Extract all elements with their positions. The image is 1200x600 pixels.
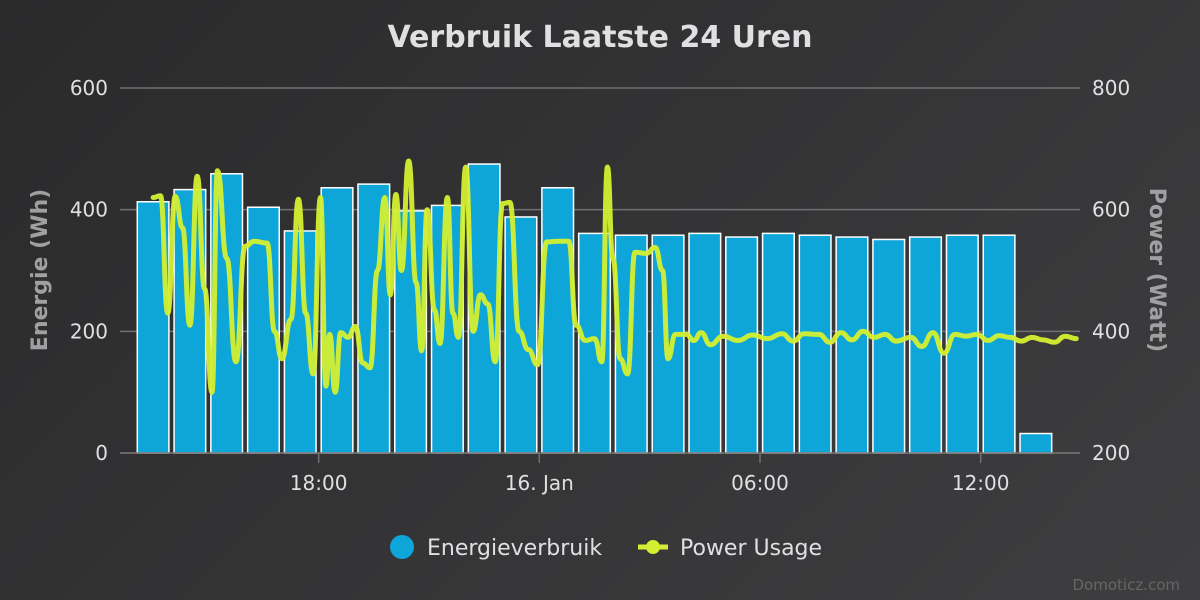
y-right-tick-label: 600 bbox=[1092, 198, 1130, 222]
energy-bar bbox=[798, 234, 832, 454]
credits[interactable]: Domoticz.com bbox=[1073, 576, 1181, 594]
y-right-axis-title: Power (Watt) bbox=[1144, 188, 1169, 352]
y-left-tick-label: 200 bbox=[70, 319, 108, 343]
axis-layer: 0 200 400 600 200 400 600 800 18:00 16. Jan 06:00 1… bbox=[70, 76, 1130, 495]
legend-power-label: Power Usage bbox=[680, 536, 822, 561]
line-layer bbox=[150, 158, 1079, 395]
chart-title: Verbruik Laatste 24 Uren bbox=[387, 20, 812, 55]
x-tick-label: 06:00 bbox=[731, 471, 789, 495]
power-usage-line bbox=[150, 158, 1079, 395]
y-left-tick-label: 400 bbox=[70, 198, 108, 222]
y-right-tick-label: 200 bbox=[1092, 441, 1130, 465]
y-right-tick-label: 400 bbox=[1092, 319, 1130, 343]
legend-item-energy[interactable]: Energieverbruik bbox=[390, 535, 602, 561]
energy-bar bbox=[725, 236, 759, 454]
legend-energy-swatch bbox=[390, 535, 414, 559]
energy-bar bbox=[872, 238, 906, 454]
energy-bar bbox=[835, 236, 869, 454]
energy-bar bbox=[467, 163, 501, 454]
y-left-axis-title: Energie (Wh) bbox=[28, 189, 53, 351]
x-tick-label: 12:00 bbox=[952, 471, 1010, 495]
energy-bar bbox=[1019, 432, 1053, 454]
x-tick-label: 16. Jan bbox=[505, 471, 574, 495]
energy-bar bbox=[761, 232, 795, 454]
energy-bar bbox=[541, 187, 575, 454]
y-right-tick-label: 800 bbox=[1092, 76, 1130, 100]
energy-bar bbox=[504, 216, 538, 454]
legend-item-power[interactable]: Power Usage bbox=[638, 536, 822, 561]
energy-bar bbox=[982, 234, 1016, 454]
y-left-tick-label: 0 bbox=[95, 441, 108, 465]
legend-energy-label: Energieverbruik bbox=[427, 536, 602, 561]
y-left-tick-label: 600 bbox=[70, 76, 108, 100]
legend: Energieverbruik Power Usage bbox=[390, 535, 822, 561]
bar-layer bbox=[136, 163, 1053, 454]
legend-power-swatch bbox=[646, 540, 660, 554]
x-tick-label: 18:00 bbox=[290, 471, 348, 495]
